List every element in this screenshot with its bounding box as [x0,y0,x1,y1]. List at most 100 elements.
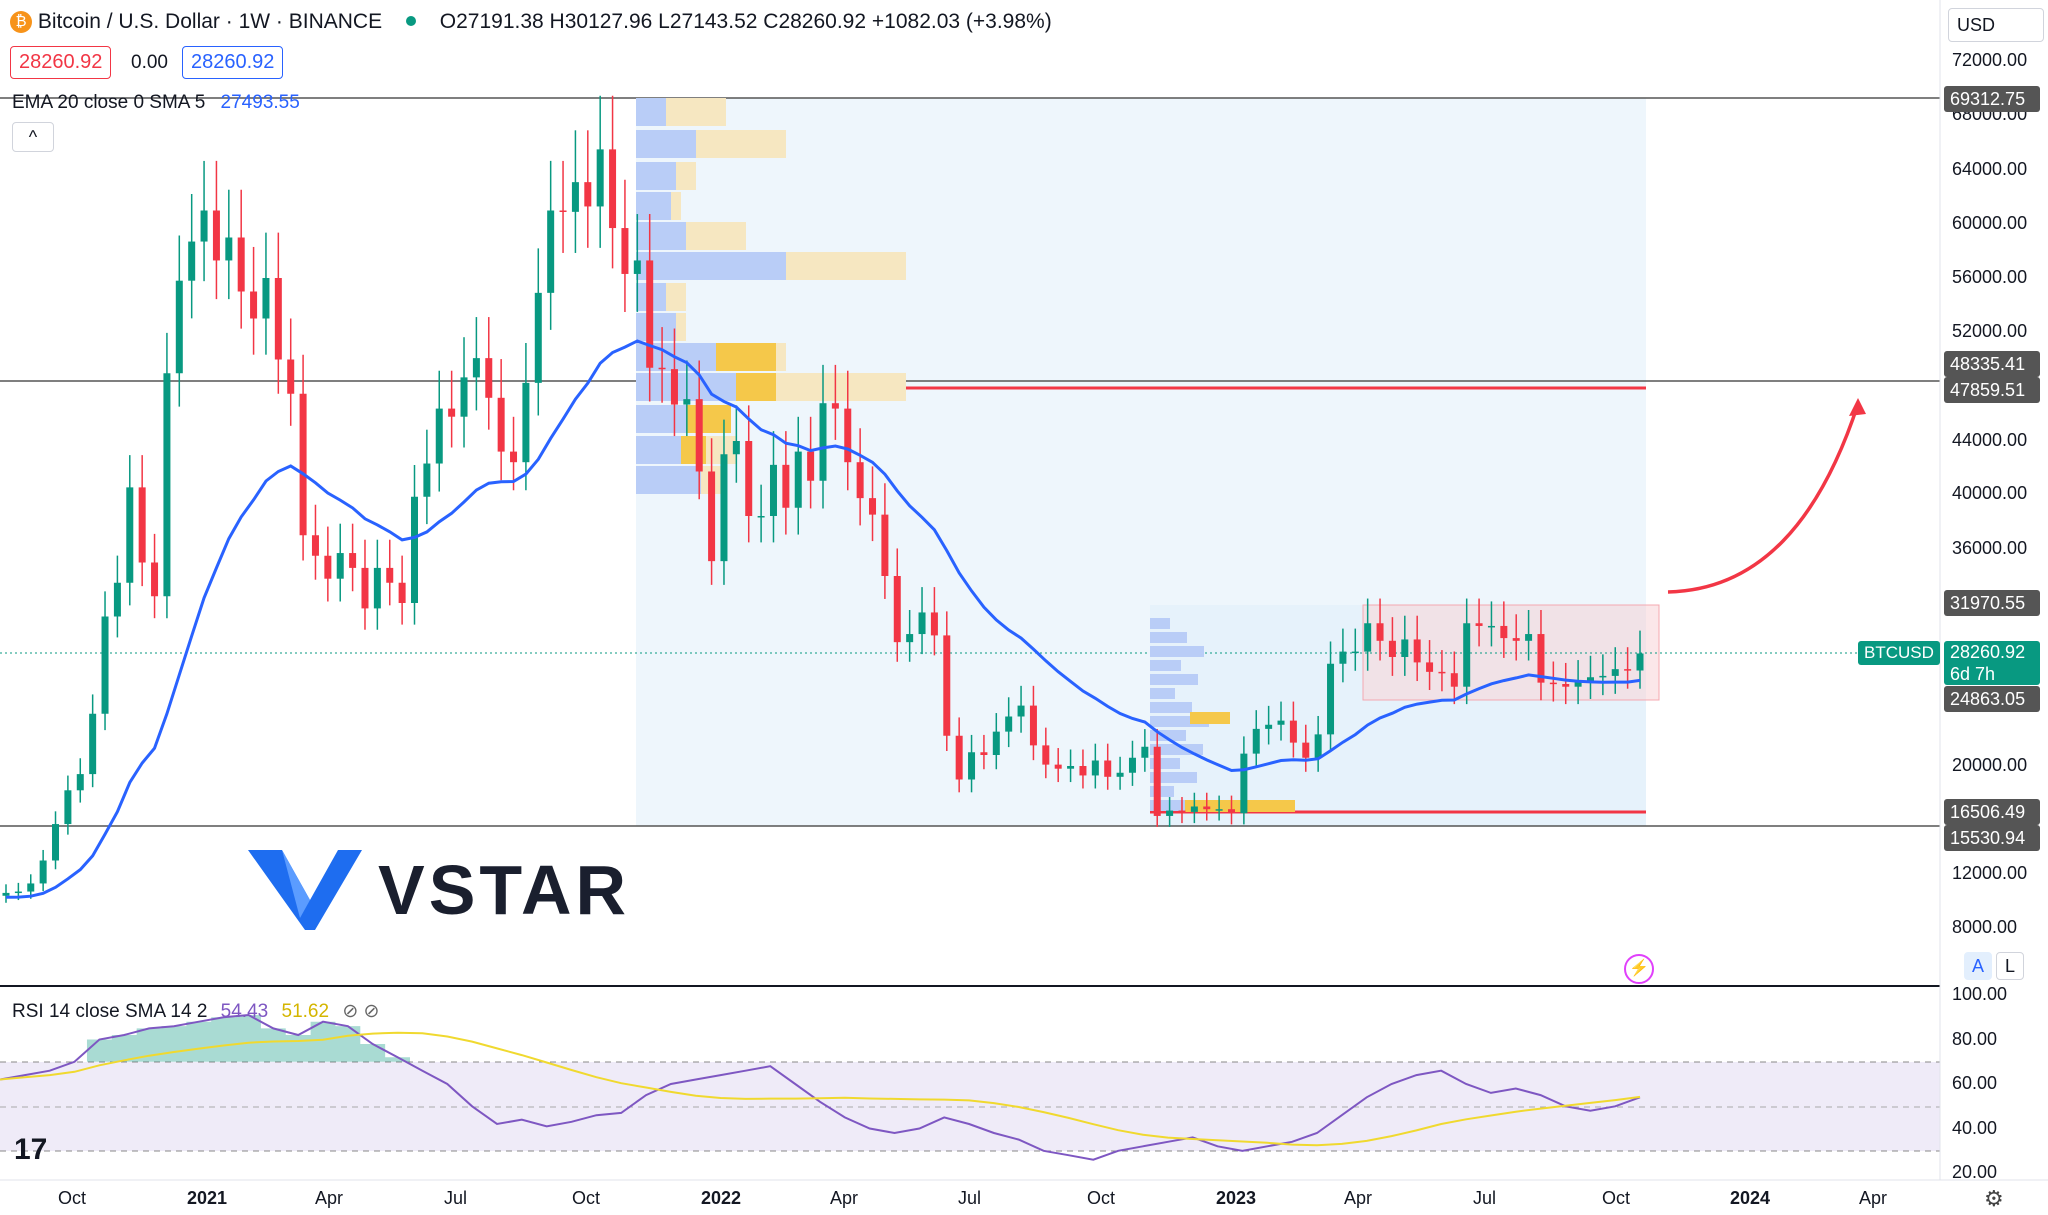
volume-profile-bar [1150,730,1186,741]
candle-body [126,487,134,583]
volume-profile-poc-bar [1185,800,1295,812]
currency-select[interactable]: USD [1948,8,2044,42]
candle-body [1005,716,1013,732]
candle-body [113,582,121,617]
price-tick-label: 8000.00 [1952,917,2018,937]
resistance-tag-1: 48335.41 [1944,351,2040,377]
candle-body [596,149,604,207]
candle-body [1128,757,1136,773]
candle-body [411,496,418,603]
time-tick-label: Apr [1344,1188,1373,1208]
symbol-header: ₿ Bitcoin / U.S. Dollar · 1W · BINANCE O… [10,10,1052,34]
lightning-alert-icon[interactable]: ⚡ [1624,954,1654,984]
candle-body [460,377,468,417]
candle-body [175,280,183,374]
ohlc-open: O27191.38 [439,10,544,33]
volume-profile-bar [1150,800,1191,811]
candle-body [646,260,654,368]
candle-body [1388,640,1396,657]
candle-body [1438,671,1446,674]
candle-body [163,373,171,597]
volume-profile-bar [636,98,666,126]
candle-body [1067,766,1075,769]
rsi-tick-label: 40.00 [1952,1118,1998,1138]
candle-body [522,382,530,463]
volume-profile-bar [636,466,701,494]
rsi-sma-value: 51.62 [281,1001,330,1022]
volume-profile-bar [1150,786,1174,797]
symbol-title[interactable]: Bitcoin / U.S. Dollar · 1W · BINANCE [37,10,383,33]
candle-body [349,553,357,568]
ohlc-change: +1082.03 (+3.98%) [871,10,1052,33]
candle-body [1265,724,1273,729]
volume-profile-bar [636,192,671,220]
candle-body [1252,728,1260,754]
price-tick-label: 36000.00 [1952,538,2028,558]
volume-profile-bar [636,222,686,250]
rsi-legend[interactable]: RSI 14 close SMA 14 2 54.43 51.62 ⊘ ⊘ [12,1000,379,1023]
candle-body [101,616,109,714]
candle-body [373,567,381,609]
bid-price-button[interactable]: 28260.92 [10,46,112,79]
candle-body [819,403,827,481]
ema-legend[interactable]: EMA 20 close 0 SMA 5 27493.55 [12,92,300,114]
vstar-watermark: VSTAR [378,851,631,929]
candle-body [386,567,394,583]
volume-profile-bar [676,162,696,190]
candle-body [1586,677,1594,682]
volume-profile-bar [786,252,906,280]
candle-body [1277,720,1285,725]
volume-profile-bar [1150,688,1175,699]
candle-body [906,634,914,643]
candle-body [769,464,777,516]
candle-body [992,731,1000,755]
time-tick-label: Apr [1859,1188,1888,1208]
price-tick-label: 56000.00 [1952,267,2028,287]
rsi-tick-label: 100.00 [1952,984,2008,1004]
consolidation-range-box [1362,604,1660,701]
candle-body [311,535,319,556]
candle-body [1487,625,1495,628]
collapse-legend-button[interactable]: ^ [12,122,54,152]
volume-profile-bar [636,313,676,341]
support-tag-1: 16506.49 [1944,799,2040,825]
candle-body [76,774,84,791]
ask-price-button[interactable]: 28260.92 [182,46,284,79]
candle-body [968,752,976,780]
ema-value: 27493.55 [220,92,300,113]
auto-scale-button[interactable]: A [1964,952,1992,980]
candle-body [1636,653,1644,671]
candle-body [262,278,270,319]
tradingview-logo-icon: 17 [14,1133,48,1166]
price-tick-label: 64000.00 [1952,159,2028,179]
candle-body [398,582,406,603]
candle-body [324,555,332,579]
volume-profile-bar [1150,646,1204,657]
candle-body [1178,810,1186,813]
candle-body [1413,639,1421,663]
candle-body [1141,746,1149,758]
candle-body [151,562,159,597]
rsi-sma-line [0,1031,1641,1147]
rsi-value: 54.43 [220,1001,269,1022]
log-scale-button[interactable]: L [1996,952,2024,980]
candle-body [807,451,815,481]
candle-body [1327,663,1335,735]
volume-profile-bar [1150,716,1209,727]
candle-body [361,567,369,609]
volume-profile-bar [666,98,726,126]
candle-body [1190,806,1198,812]
candle-body [695,399,703,472]
hide-icon[interactable]: ⊘ ⊘ [342,1001,380,1022]
candle-body [1302,742,1310,758]
volume-profile-poc-bar [1190,712,1230,724]
candle-body [1562,684,1570,687]
candle-body [1104,760,1112,777]
candle-body [1500,625,1508,639]
vstar-logo-icon [248,850,362,930]
candle-body [1376,623,1384,641]
candle-body [138,487,146,563]
settings-gear-icon[interactable]: ⚙ [1984,1186,2004,1211]
candle-body [955,735,963,780]
